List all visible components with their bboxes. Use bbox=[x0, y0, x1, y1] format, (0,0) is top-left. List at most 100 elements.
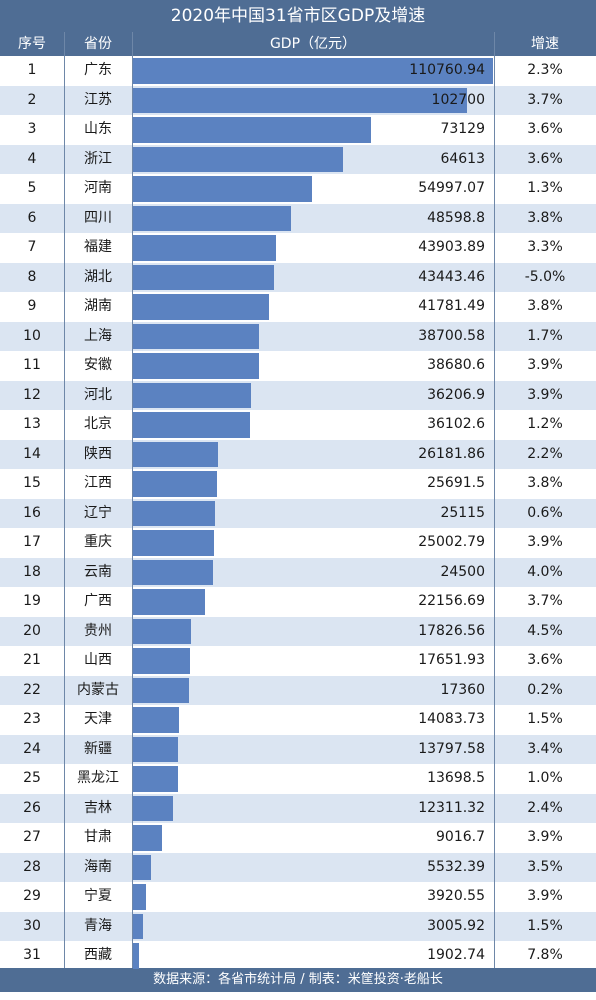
gdp-bar bbox=[133, 294, 269, 320]
gdp-value-label: 1902.74 bbox=[427, 947, 485, 963]
table-row: 2 江苏 102700 3.7% bbox=[0, 85, 596, 115]
table-row: 10 上海 38700.58 1.7% bbox=[0, 321, 596, 352]
gdp-bar bbox=[133, 707, 179, 733]
province-label: 山西 bbox=[84, 652, 112, 668]
gdp-value-label: 25115 bbox=[440, 504, 485, 521]
gdp-value-label: 14083.73 bbox=[418, 711, 485, 727]
rank-label: 29 bbox=[23, 888, 41, 904]
rank-label: 8 bbox=[27, 268, 37, 285]
gdp-value-label: 43903.89 bbox=[418, 239, 485, 255]
gdp-value-label: 54997.07 bbox=[418, 180, 485, 196]
gdp-bar bbox=[133, 913, 143, 939]
province-label: 重庆 bbox=[84, 534, 112, 550]
growth-label: 2.2% bbox=[527, 445, 563, 462]
gdp-value-label: 22156.69 bbox=[418, 593, 485, 609]
table-row: 14 陕西 26181.86 2.2% bbox=[0, 439, 596, 470]
growth-label: -5.0% bbox=[524, 268, 566, 285]
province-label: 山东 bbox=[84, 121, 112, 137]
table-row: 15 江西 25691.5 3.8% bbox=[0, 469, 596, 499]
rank-label: 28 bbox=[23, 858, 41, 875]
gdp-value-cell: 5532.39 bbox=[132, 853, 493, 883]
gdp-bar bbox=[133, 795, 173, 821]
province-label: 江苏 bbox=[84, 91, 112, 108]
province-label: 湖北 bbox=[84, 268, 112, 285]
rank-label: 5 bbox=[27, 180, 37, 196]
rank-label: 1 bbox=[27, 62, 37, 78]
gdp-bar bbox=[133, 648, 191, 674]
province-label: 吉林 bbox=[84, 799, 112, 816]
gdp-bar bbox=[133, 176, 312, 202]
source-footer: 数据来源：各省市统计局 / 制表：米筐投资·老船长 bbox=[0, 968, 596, 992]
gdp-bar bbox=[133, 736, 178, 762]
gdp-bar bbox=[133, 530, 215, 556]
gdp-value-cell: 25002.79 bbox=[132, 528, 493, 558]
rank-label: 2 bbox=[27, 91, 37, 108]
gdp-value-cell: 3005.92 bbox=[132, 912, 493, 942]
rank-label: 22 bbox=[23, 681, 41, 698]
rank-label: 12 bbox=[23, 386, 41, 403]
gdp-bar bbox=[133, 205, 291, 231]
growth-label: 1.3% bbox=[527, 180, 563, 196]
growth-label: 3.5% bbox=[527, 858, 563, 875]
province-label: 上海 bbox=[84, 327, 112, 344]
table-row: 12 河北 36206.9 3.9% bbox=[0, 380, 596, 411]
rank-label: 30 bbox=[23, 917, 41, 934]
gdp-value-cell: 17360 bbox=[132, 676, 493, 706]
gdp-bar bbox=[133, 766, 178, 792]
gdp-value-label: 17651.93 bbox=[418, 652, 485, 668]
table-row: 20 贵州 17826.56 4.5% bbox=[0, 616, 596, 646]
growth-label: 4.5% bbox=[527, 622, 563, 639]
gdp-bar bbox=[133, 58, 493, 84]
gdp-value-label: 43443.46 bbox=[418, 268, 485, 285]
gdp-value-label: 3005.92 bbox=[427, 917, 485, 934]
gdp-value-cell: 36206.9 bbox=[132, 381, 493, 411]
rank-label: 31 bbox=[23, 947, 41, 963]
rank-label: 16 bbox=[23, 504, 41, 521]
gdp-value-label: 17826.56 bbox=[418, 622, 485, 639]
rank-label: 24 bbox=[23, 740, 41, 757]
growth-label: 3.8% bbox=[527, 475, 563, 491]
gdp-bar bbox=[133, 235, 276, 261]
province-label: 四川 bbox=[84, 209, 112, 226]
province-label: 北京 bbox=[84, 416, 112, 432]
gdp-bar bbox=[133, 471, 217, 497]
gdp-value-cell: 9016.7 bbox=[132, 823, 493, 853]
province-label: 河南 bbox=[84, 180, 112, 196]
gdp-value-cell: 38700.58 bbox=[132, 322, 493, 352]
gdp-value-label: 41781.49 bbox=[418, 298, 485, 314]
rank-label: 18 bbox=[23, 563, 41, 580]
province-label: 陕西 bbox=[84, 445, 112, 462]
gdp-bar bbox=[133, 146, 343, 172]
growth-label: 3.6% bbox=[527, 121, 563, 137]
rank-label: 13 bbox=[23, 416, 41, 432]
gdp-value-label: 13797.58 bbox=[418, 740, 485, 757]
gdp-bar bbox=[133, 412, 251, 438]
gdp-value-label: 24500 bbox=[440, 563, 485, 580]
growth-label: 3.7% bbox=[527, 593, 563, 609]
growth-label: 3.8% bbox=[527, 209, 563, 226]
table-row: 23 天津 14083.73 1.5% bbox=[0, 705, 596, 735]
table-row: 8 湖北 43443.46 -5.0% bbox=[0, 262, 596, 292]
gdp-value-cell: 38680.6 bbox=[132, 351, 493, 381]
table-header: 序号 省份 GDP（亿元） 增速 bbox=[0, 32, 596, 56]
table-row: 21 山西 17651.93 3.6% bbox=[0, 646, 596, 676]
province-label: 内蒙古 bbox=[77, 681, 119, 698]
gdp-bar bbox=[133, 441, 219, 467]
gdp-value-cell: 1902.74 bbox=[132, 941, 493, 971]
gdp-value-cell: 43903.89 bbox=[132, 233, 493, 263]
gdp-value-label: 110760.94 bbox=[409, 62, 485, 78]
table-row: 16 辽宁 25115 0.6% bbox=[0, 498, 596, 528]
gdp-value-cell: 14083.73 bbox=[132, 705, 493, 735]
table-row: 3 山东 73129 3.6% bbox=[0, 115, 596, 145]
gdp-value-cell: 26181.86 bbox=[132, 440, 493, 470]
rank-label: 7 bbox=[27, 239, 37, 255]
gdp-bar bbox=[133, 500, 215, 526]
province-label: 福建 bbox=[84, 239, 112, 255]
gdp-value-label: 9016.7 bbox=[436, 829, 485, 845]
gdp-bar bbox=[133, 87, 467, 113]
rank-label: 21 bbox=[23, 652, 41, 668]
gdp-value-cell: 54997.07 bbox=[132, 174, 493, 204]
growth-label: 0.2% bbox=[527, 681, 563, 698]
gdp-value-label: 38680.6 bbox=[427, 357, 485, 373]
